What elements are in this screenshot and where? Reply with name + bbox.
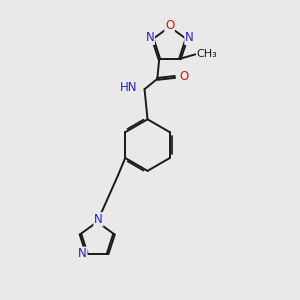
Text: N: N [185,31,194,44]
Text: CH₃: CH₃ [197,50,218,59]
Text: HN: HN [120,81,138,94]
Text: O: O [179,70,189,83]
Text: N: N [146,31,154,44]
Text: N: N [78,248,87,260]
Text: O: O [165,19,174,32]
Text: N: N [94,213,103,226]
